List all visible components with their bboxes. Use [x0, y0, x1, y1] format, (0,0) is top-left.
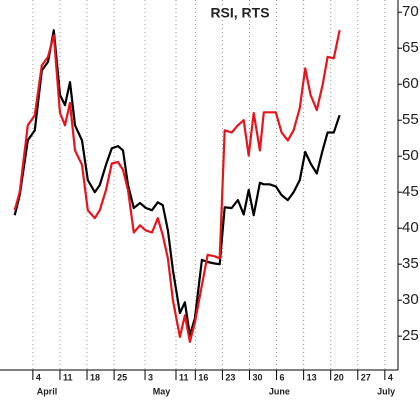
x-tick-label: 6 — [280, 372, 285, 382]
month-label: July — [377, 386, 395, 396]
x-tick-label: 20 — [334, 372, 344, 382]
chart-title: RSI, RTS — [210, 5, 269, 21]
x-tick-label: 3 — [148, 372, 153, 382]
y-tick-label: 35 — [402, 255, 419, 272]
series-line — [13, 29, 341, 343]
series-line — [13, 29, 341, 337]
x-tick-label: 16 — [198, 372, 208, 382]
x-tick-label: 4 — [36, 372, 41, 382]
y-tick-label: 65 — [402, 39, 419, 56]
y-tick-label: 40 — [402, 219, 419, 236]
x-tick-label: 27 — [361, 372, 371, 382]
month-label: May — [153, 386, 171, 396]
x-tick-label: 18 — [90, 372, 100, 382]
x-tick-label: 25 — [117, 372, 127, 382]
x-tick-label: 13 — [307, 372, 317, 382]
x-tick-label: 23 — [225, 372, 235, 382]
x-tick-label: 11 — [63, 372, 73, 382]
month-label: June — [269, 386, 290, 396]
y-tick-label: 25 — [402, 327, 419, 344]
y-tick-label: 60 — [402, 75, 419, 92]
y-tick-label: 50 — [402, 147, 419, 164]
y-tick-label: 45 — [402, 183, 419, 200]
y-tick-label: 30 — [402, 291, 419, 308]
x-tick-label: 30 — [252, 372, 262, 382]
month-label: April — [37, 386, 58, 396]
x-tick-label: 4 — [388, 372, 393, 382]
y-tick-label: 70 — [402, 3, 419, 20]
y-tick-label: 55 — [402, 111, 419, 128]
x-tick-label: 11 — [179, 372, 189, 382]
